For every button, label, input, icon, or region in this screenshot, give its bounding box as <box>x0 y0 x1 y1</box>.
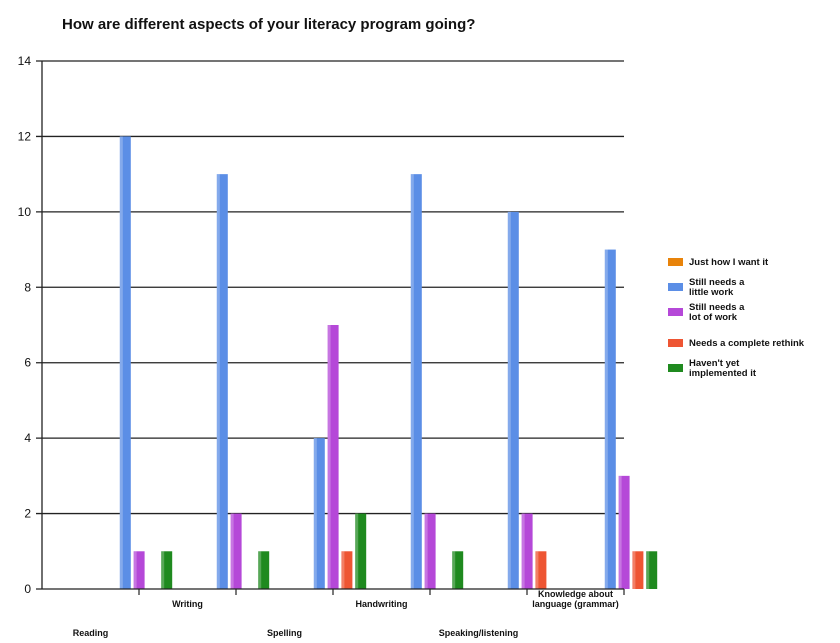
y-tick-label: 2 <box>24 507 31 521</box>
bar-4-1 <box>507 211 519 589</box>
y-tick-label: 4 <box>24 431 31 445</box>
bar-highlight <box>119 136 123 589</box>
bar-highlight <box>646 551 650 589</box>
bar-highlight <box>216 174 220 589</box>
category-label: Spelling <box>267 628 302 638</box>
category-label: Reading <box>73 628 109 638</box>
legend-label: Just how I want it <box>689 257 769 268</box>
legend-label: Haven't yet <box>689 358 740 369</box>
legend-swatch <box>668 258 683 266</box>
bar-2-1 <box>313 438 325 589</box>
bar-0-2 <box>133 551 145 589</box>
bar-0-1 <box>119 136 131 589</box>
bar-3-4 <box>452 551 464 589</box>
bar-highlight <box>258 551 262 589</box>
legend-swatch <box>668 339 683 347</box>
legend-label: little work <box>689 287 734 298</box>
y-tick-label: 0 <box>24 582 31 596</box>
legend-label: lot of work <box>689 312 738 323</box>
bar-5-2 <box>618 475 630 589</box>
bar-3-2 <box>424 513 436 589</box>
category-label: Knowledge about <box>538 589 613 599</box>
bar-2-4 <box>355 513 367 589</box>
bar-highlight <box>535 551 539 589</box>
category-label: Handwriting <box>356 599 408 609</box>
axes: 0 2 4 6 8 10 12 14 Reading Writing Spelling Handwri… <box>18 54 625 638</box>
bar-4-2 <box>521 513 533 589</box>
bar-2-2 <box>327 325 339 589</box>
bar-highlight <box>521 513 525 589</box>
bar-0-4 <box>161 551 173 589</box>
y-tick-label: 6 <box>24 356 31 370</box>
category-label: Speaking/listening <box>439 628 519 638</box>
legend-label: Still needs a <box>689 302 745 313</box>
bar-highlight <box>424 513 428 589</box>
bar-1-1 <box>216 174 228 589</box>
bars <box>119 136 658 590</box>
bar-4-3 <box>535 551 547 589</box>
legend-swatch <box>668 364 683 372</box>
legend-swatch <box>668 283 683 291</box>
legend-swatch <box>668 308 683 316</box>
chart-title: How are different aspects of your litera… <box>62 16 475 33</box>
bar-5-1 <box>604 249 616 590</box>
bar-highlight <box>632 551 636 589</box>
bar-3-1 <box>410 174 422 589</box>
bar-5-4 <box>646 551 658 589</box>
bar-highlight <box>230 513 234 589</box>
legend-label: implemented it <box>689 368 757 379</box>
category-label: language (grammar) <box>532 599 619 609</box>
bar-highlight <box>507 211 511 589</box>
bar-5-3 <box>632 551 644 589</box>
bar-highlight <box>410 174 414 589</box>
bar-highlight <box>133 551 137 589</box>
bar-highlight <box>618 475 622 589</box>
bar-1-4 <box>258 551 270 589</box>
bar-highlight <box>355 513 359 589</box>
legend-label: Still needs a <box>689 277 745 288</box>
category-label: Writing <box>172 599 203 609</box>
bar-2-3 <box>341 551 353 589</box>
bar-highlight <box>327 325 331 589</box>
y-tick-label: 12 <box>18 129 32 143</box>
bar-1-2 <box>230 513 242 589</box>
y-tick-label: 8 <box>24 280 31 294</box>
bar-highlight <box>313 438 317 589</box>
y-tick-label: 10 <box>18 205 32 219</box>
bar-highlight <box>341 551 345 589</box>
bar-highlight <box>604 249 608 590</box>
y-tick-label: 14 <box>18 54 32 68</box>
bar-highlight <box>452 551 456 589</box>
bar-highlight <box>161 551 165 589</box>
legend-label: Needs a complete rethink <box>689 338 805 349</box>
